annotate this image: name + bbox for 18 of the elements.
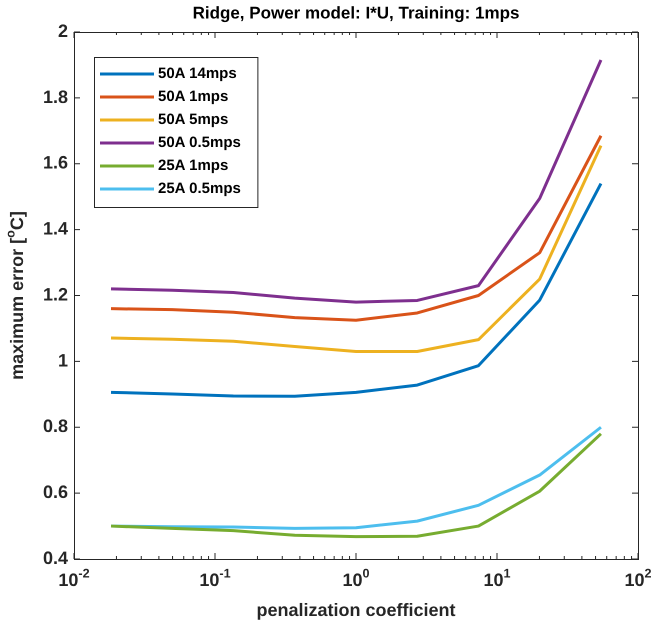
legend-label: 25A 0.5mps [158,180,241,198]
y-tick-label: 0.8 [42,416,68,436]
y-tick-label: 1.6 [42,152,68,173]
legend-label: 50A 5mps [158,111,228,128]
chart-title: Ridge, Power model: I*U, Training: 1mps [192,4,520,23]
y-tick-label: 1.4 [42,218,68,239]
legend-label: 25A 1mps [158,157,228,174]
y-axis-title: maximum error [oC] [3,211,27,380]
legend-label: 50A 14mps [158,65,237,82]
y-tick-label: 2 [58,20,68,41]
y-tick-label: 1 [58,350,68,370]
legend-label: 50A 0.5mps [158,134,241,152]
y-tick-label: 1.2 [42,284,68,304]
x-axis-title: penalization coefficient [256,600,456,620]
legend-label: 50A 1mps [158,88,228,106]
y-tick-label: 0.4 [42,548,68,568]
y-tick-label: 0.6 [42,482,68,502]
y-tick-label: 1.8 [42,86,68,107]
